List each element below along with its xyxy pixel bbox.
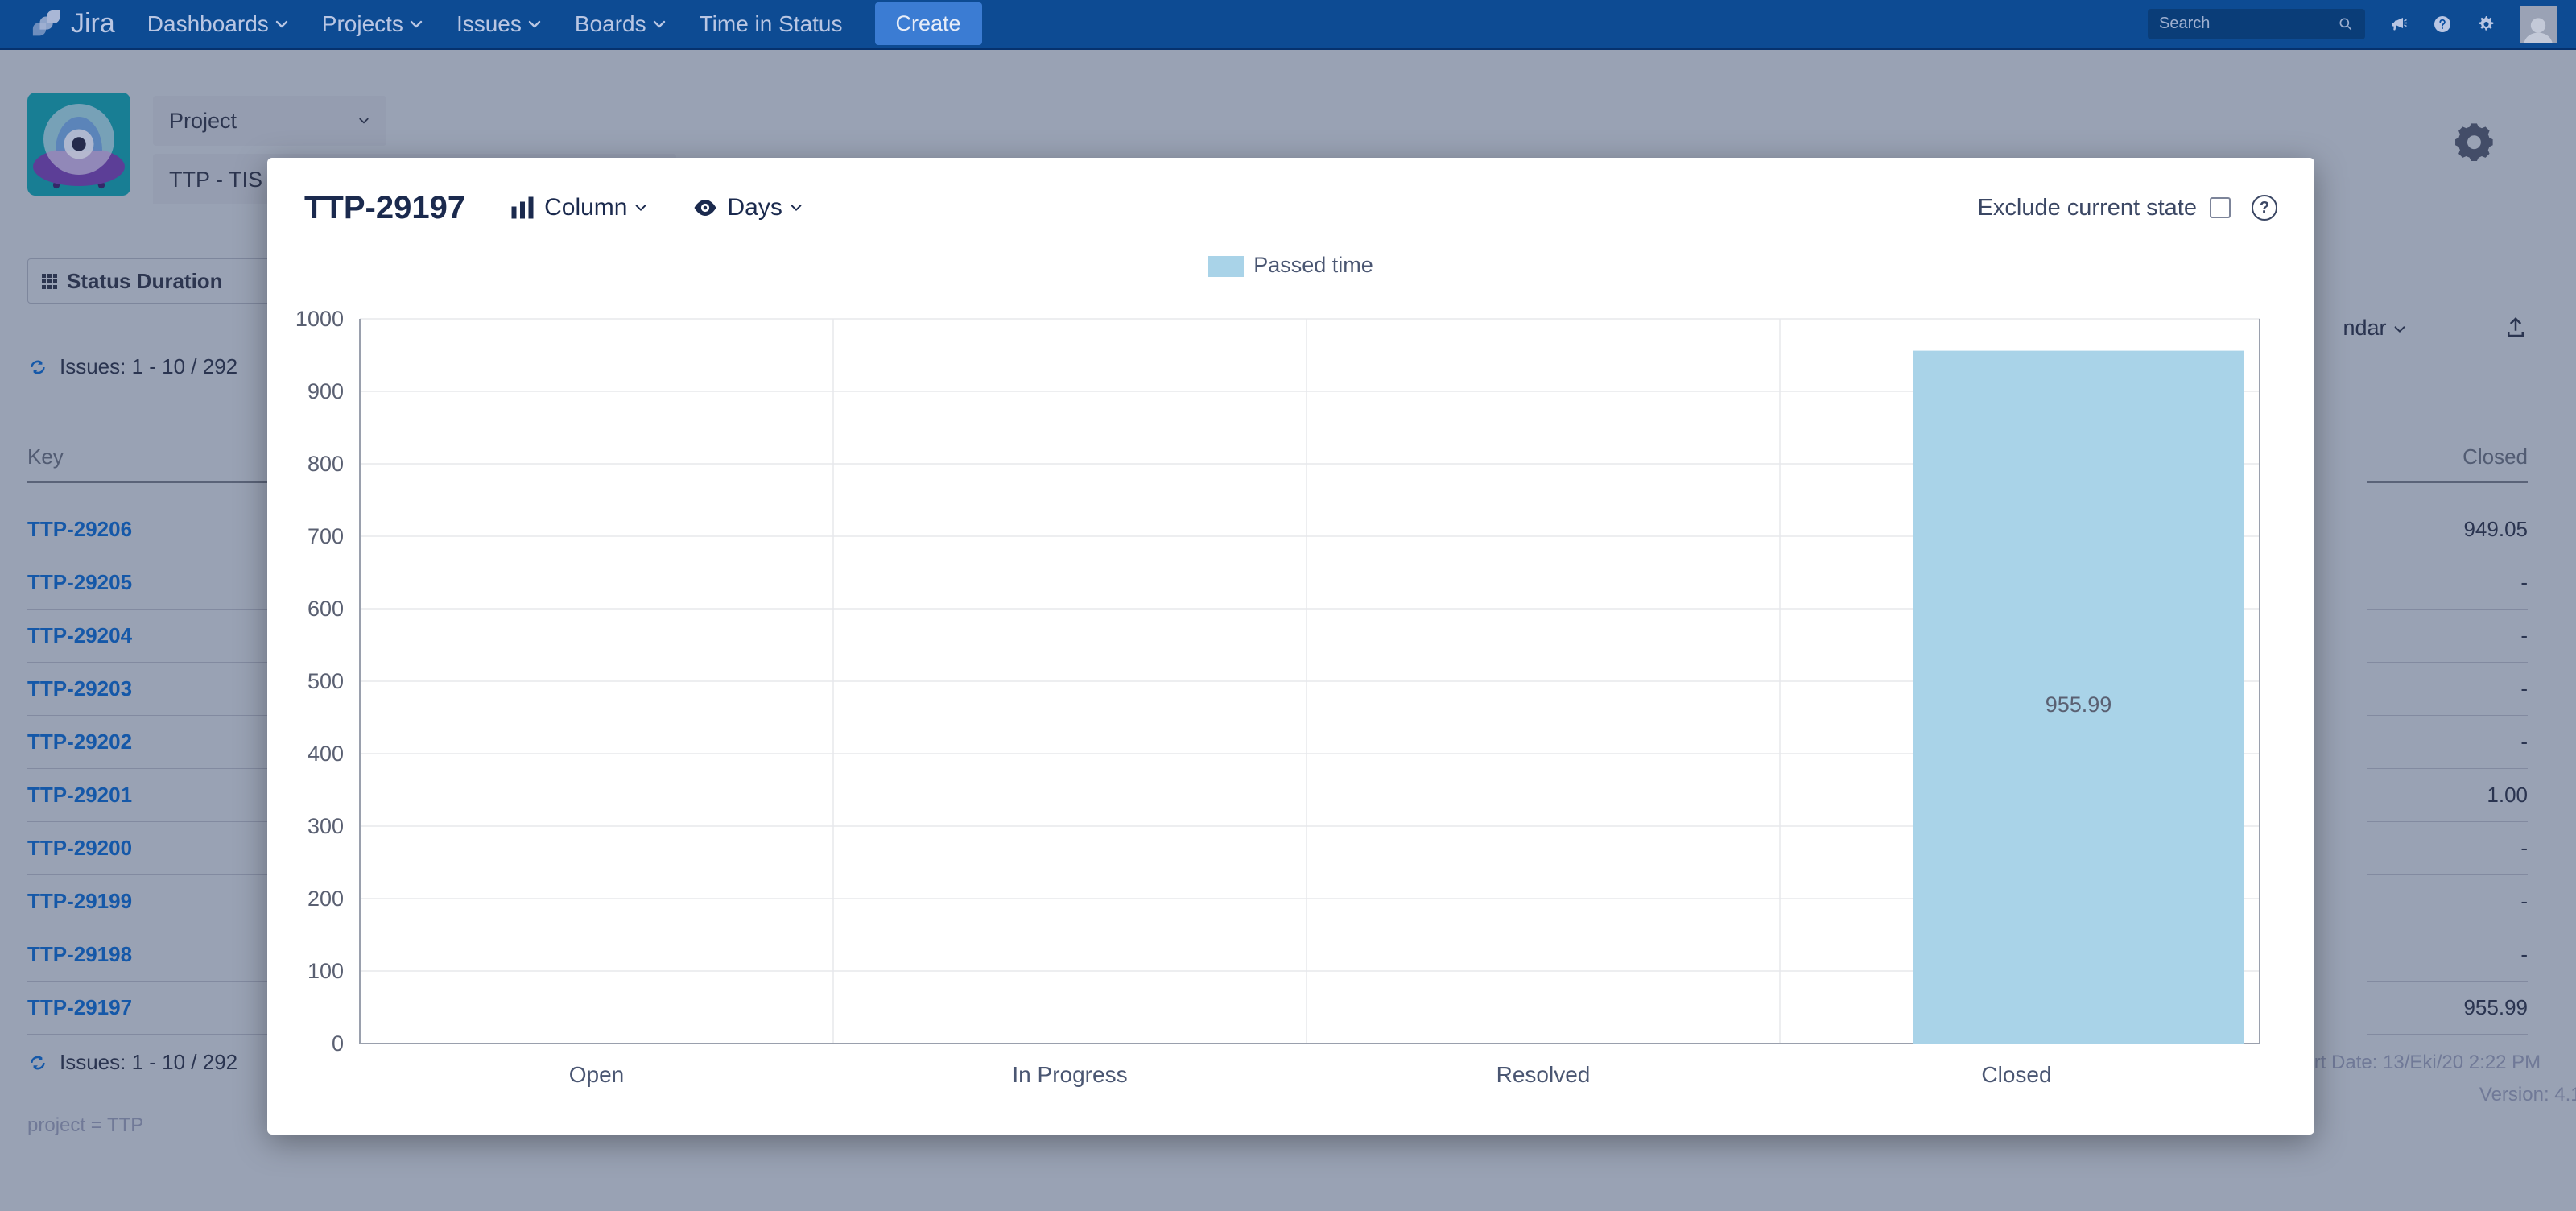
svg-text:1000: 1000 — [295, 307, 344, 331]
svg-text:0: 0 — [332, 1031, 344, 1056]
svg-text:In Progress: In Progress — [1012, 1062, 1127, 1087]
svg-text:300: 300 — [308, 814, 344, 838]
svg-text:955.99: 955.99 — [2046, 692, 2112, 717]
svg-text:Closed: Closed — [1981, 1062, 2051, 1087]
svg-text:400: 400 — [308, 742, 344, 766]
svg-text:100: 100 — [308, 959, 344, 983]
svg-text:900: 900 — [308, 379, 344, 403]
svg-text:800: 800 — [308, 452, 344, 476]
svg-text:700: 700 — [308, 524, 344, 548]
svg-text:Resolved: Resolved — [1496, 1062, 1591, 1087]
svg-text:500: 500 — [308, 669, 344, 693]
svg-text:Open: Open — [569, 1062, 625, 1087]
svg-text:600: 600 — [308, 597, 344, 621]
svg-text:200: 200 — [308, 887, 344, 911]
